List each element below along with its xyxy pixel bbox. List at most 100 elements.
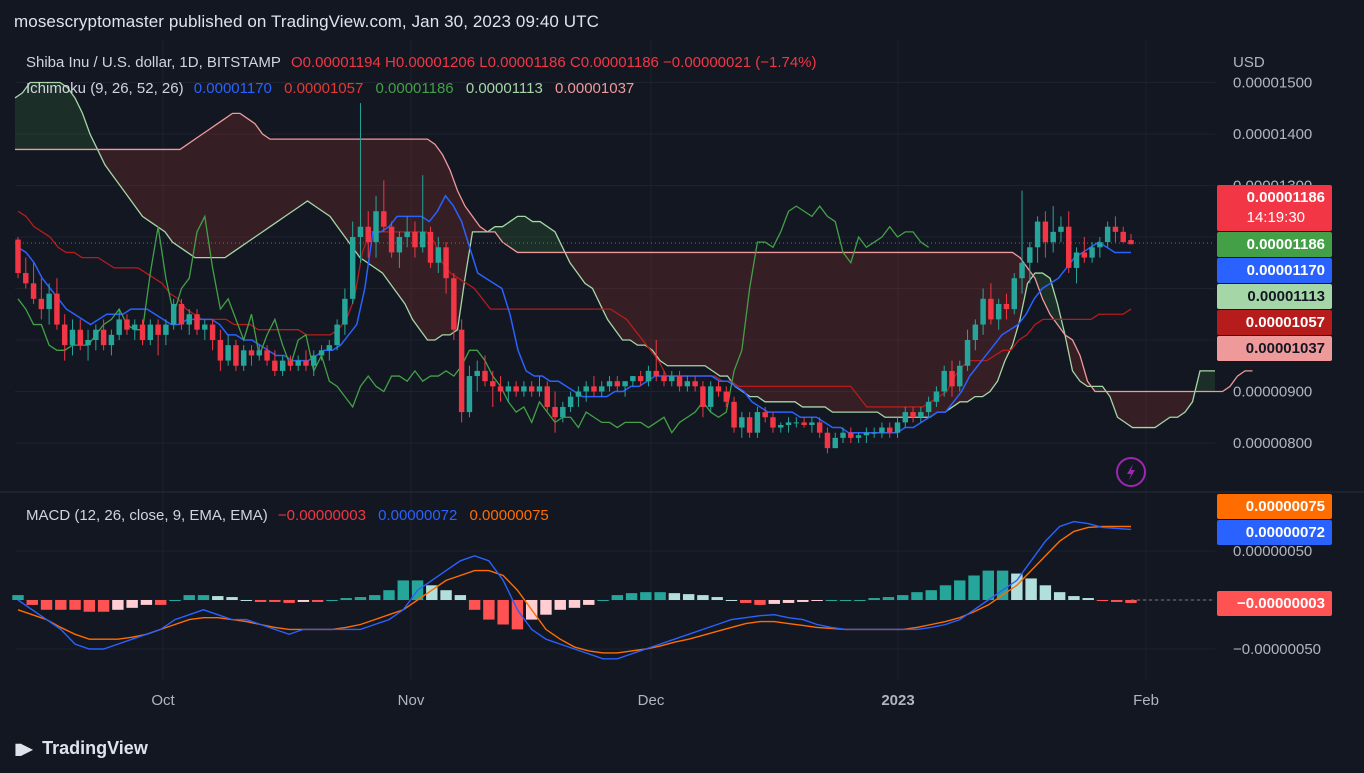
currency-label: USD: [1233, 54, 1265, 71]
kumo-segment: [517, 216, 525, 253]
macd-line: [17, 520, 1132, 660]
price-tick-label: 0.00001400: [1233, 126, 1312, 143]
close-price-tag: [1217, 185, 1332, 231]
chart-area[interactable]: USD0.000015000.000014000.000013000.00000…: [0, 40, 1364, 728]
close-price-tag-text: 0.00001186: [1247, 189, 1325, 206]
candle-body: [132, 324, 138, 330]
candle-body: [505, 386, 512, 392]
candle-body: [816, 422, 823, 433]
ichimoku-legend: Ichimoku (9, 26, 52, 26) 0.00001170 0.00…: [26, 80, 642, 97]
kumo-segment: [322, 139, 330, 217]
candle-body: [692, 381, 698, 387]
candle-body: [85, 340, 91, 346]
symbol-label: Shiba Inu / U.S. dollar, 1D, BITSTAMP: [26, 54, 281, 71]
macd-hist-bar: [939, 585, 952, 600]
kumo-segment: [217, 118, 225, 258]
candle-body: [848, 432, 854, 438]
candle-body: [311, 355, 317, 366]
kumo-segment: [742, 252, 750, 397]
kumo-segment: [82, 113, 90, 150]
macd-signal-line: [17, 525, 1131, 654]
macd-hist-bar: [326, 600, 338, 601]
candle-body: [879, 427, 885, 433]
kumo-segment: [52, 82, 60, 150]
candle-body: [202, 324, 208, 330]
candle-body: [700, 386, 706, 407]
ichimoku-conversion-line: [17, 194, 1131, 434]
kumo-segment: [877, 252, 885, 418]
candle-body: [349, 237, 356, 299]
published-by-text: mosescryptomaster published on TradingVi…: [14, 12, 599, 31]
ichimoku-base-value: 0.00001057: [284, 80, 364, 97]
macd-label: MACD (12, 26, close, 9, EMA, EMA): [26, 507, 268, 524]
lead-a-tag-text: 0.00001113: [1247, 288, 1325, 305]
time-tick-label: Feb: [1133, 692, 1159, 709]
candle-body: [762, 412, 768, 418]
kumo-segment: [60, 82, 68, 150]
macd-hist-bar: [1039, 585, 1052, 600]
macd-hist-bar: [640, 592, 652, 600]
kumo-segment: [120, 149, 128, 196]
candle-body: [69, 329, 76, 346]
candle-body: [147, 324, 154, 340]
lightning-icon[interactable]: [1116, 457, 1146, 487]
candle-body: [381, 211, 387, 227]
kumo-segment: [832, 252, 840, 413]
candle-body: [116, 319, 122, 335]
candle-body: [435, 247, 442, 263]
kumo-segment: [525, 216, 533, 253]
open-value: O0.00001194: [291, 54, 381, 71]
candle-body: [77, 329, 83, 346]
close-value: C0.00001186: [569, 54, 659, 71]
kumo-segment: [757, 252, 765, 402]
kumo-segment: [915, 252, 923, 418]
macd-legend: MACD (12, 26, close, 9, EMA, EMA) −0.000…: [26, 507, 557, 524]
candle-body: [809, 422, 815, 425]
kumo-segment: [885, 252, 893, 418]
macd-hist-bar: [69, 600, 81, 610]
price-tick-label: 0.00000900: [1233, 384, 1312, 401]
macd-hist-bar: [839, 600, 852, 601]
macd-hist-bar: [26, 600, 38, 605]
lead-a-tag: [1217, 284, 1332, 309]
candle-body: [637, 376, 644, 382]
kumo-segment: [705, 252, 713, 371]
kumo-segment: [37, 82, 45, 150]
kumo-segment: [105, 149, 113, 176]
kumo-segment: [45, 82, 53, 150]
base-tag-text: 0.00001057: [1246, 314, 1325, 331]
candle-body: [1112, 226, 1119, 232]
ichimoku-lead-a-line: [14, 81, 1215, 429]
candle-body: [567, 396, 574, 407]
macd-hist-bar: [882, 597, 895, 600]
candle-body: [404, 231, 410, 237]
candle-body: [513, 386, 519, 392]
candle-body: [1019, 262, 1025, 279]
candle-body: [124, 319, 130, 330]
candle-body: [420, 231, 426, 248]
candle-body: [233, 345, 239, 366]
macd-hist-bar: [126, 600, 138, 608]
candle-body: [287, 360, 294, 366]
candle-body: [466, 376, 473, 413]
candle-body: [279, 360, 286, 371]
kumo-segment: [735, 252, 743, 392]
candle-body: [388, 226, 395, 253]
kumo-segment: [622, 252, 630, 340]
candle-body: [599, 386, 605, 392]
macd-lines: [17, 520, 1215, 660]
lagging-tag: [1217, 232, 1332, 257]
kumo-segment: [1155, 391, 1163, 428]
macd-hist-bar: [426, 585, 438, 600]
macd-tick-label: −0.00000050: [1233, 641, 1321, 658]
macd-hist-bar: [140, 600, 153, 605]
candle-body: [209, 324, 216, 340]
tradingview-logo[interactable]: ▮▶ TradingView: [14, 738, 148, 759]
macd-hist-bar: [297, 600, 310, 602]
kumo-segment: [285, 139, 293, 217]
macd-hist-bar: [197, 595, 210, 600]
price-tags: 0.00001186 14:19:30 0.00001186 0.00001170 0.…: [1217, 185, 1332, 361]
candle-body: [318, 350, 325, 356]
kumo-segment: [202, 128, 210, 258]
macd-hist-bar: [240, 600, 253, 601]
